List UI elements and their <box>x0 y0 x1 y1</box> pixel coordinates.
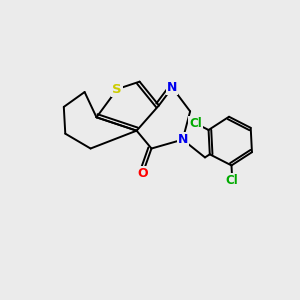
Text: Cl: Cl <box>189 117 202 130</box>
Text: O: O <box>137 167 148 180</box>
Text: S: S <box>112 82 122 96</box>
Text: N: N <box>178 133 188 146</box>
Text: N: N <box>167 81 178 94</box>
Text: Cl: Cl <box>226 174 239 187</box>
